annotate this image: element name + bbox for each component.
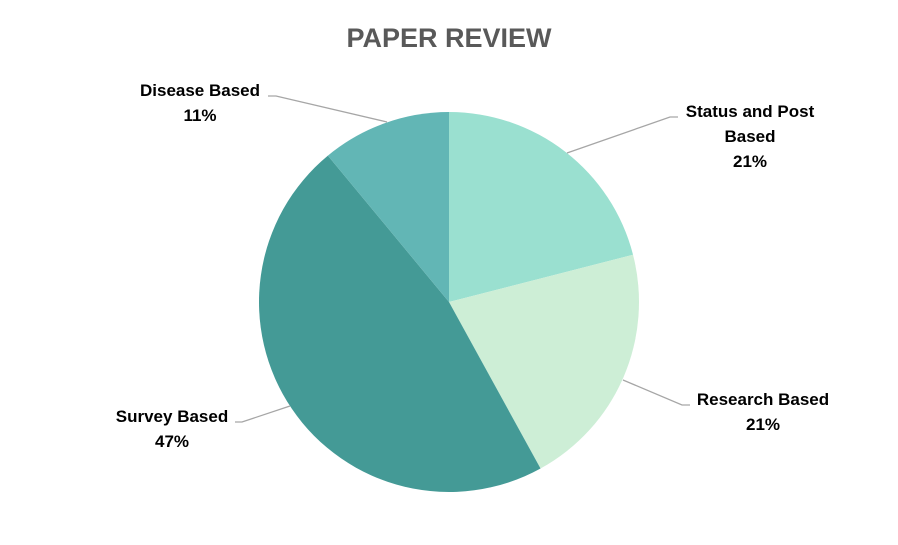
chart-title: PAPER REVIEW bbox=[346, 23, 552, 53]
slice-labels: Status and Post Based 21% Research Based 21%… bbox=[116, 81, 829, 451]
leader-line bbox=[566, 116, 678, 154]
slice-label-percent: 11% bbox=[183, 106, 216, 125]
slice-label-percent: 47% bbox=[155, 432, 189, 451]
slice-label-percent: 21% bbox=[746, 415, 780, 434]
pie-slice bbox=[449, 112, 634, 302]
pie-slice bbox=[258, 155, 541, 493]
slice-label-name: Survey Based bbox=[116, 407, 228, 426]
pie-slice bbox=[449, 254, 640, 469]
slice-label-name: Status and Post bbox=[686, 102, 815, 121]
leader-line bbox=[268, 95, 388, 123]
slice-label-percent: 21% bbox=[733, 152, 767, 171]
pie-slice bbox=[327, 112, 449, 302]
slice-label-name: Based bbox=[724, 127, 775, 146]
leader-line bbox=[235, 405, 291, 423]
pie-slices bbox=[258, 112, 640, 493]
slice-label-name: Research Based bbox=[697, 390, 829, 409]
slice-label-name: Disease Based bbox=[140, 81, 260, 100]
leader-lines bbox=[235, 95, 690, 423]
leader-line bbox=[622, 379, 690, 406]
